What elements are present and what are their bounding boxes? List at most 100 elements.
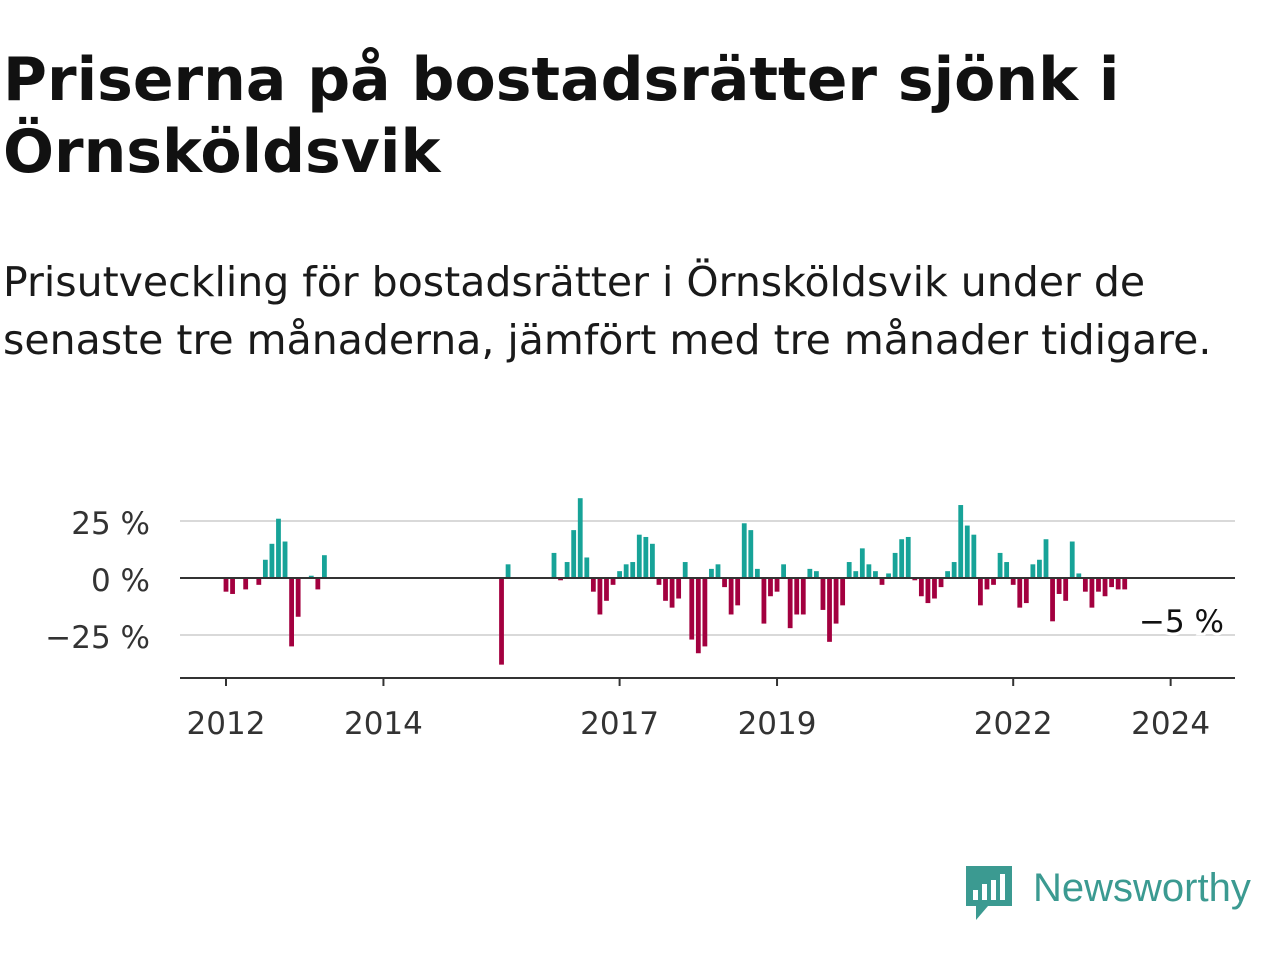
bar — [643, 536, 649, 578]
bar — [610, 578, 616, 585]
newsworthy-logo — [966, 866, 1012, 920]
bar — [223, 578, 229, 592]
bar — [1122, 578, 1128, 590]
bar — [932, 578, 937, 599]
x-tick-label: 2019 — [738, 706, 817, 742]
bar — [1102, 578, 1108, 597]
bar — [1023, 578, 1029, 604]
bar — [597, 578, 603, 615]
bar — [571, 530, 577, 578]
bar — [787, 578, 793, 629]
bar — [256, 578, 262, 585]
y-tick-label: 25 % — [71, 506, 150, 542]
brand-name: Newsworthy — [1033, 866, 1251, 910]
bar — [774, 578, 780, 592]
bar — [262, 559, 268, 578]
bar — [1063, 578, 1069, 601]
bar — [617, 571, 622, 578]
bar — [1115, 578, 1121, 590]
bar — [827, 578, 832, 642]
bar — [230, 578, 235, 594]
bar — [1069, 541, 1075, 578]
bar — [1056, 578, 1062, 594]
gridlines — [180, 520, 1235, 636]
bar — [800, 578, 806, 615]
bar — [295, 578, 301, 617]
bar — [748, 530, 754, 578]
bar — [243, 578, 249, 590]
bar — [820, 578, 826, 610]
x-tick-label: 2022 — [974, 706, 1053, 742]
bar — [1010, 578, 1016, 585]
bar — [499, 578, 504, 665]
bar — [814, 571, 819, 578]
bar — [754, 568, 760, 578]
page-subtitle: Prisutveckling för bostadsrätter i Örnsk… — [3, 258, 1212, 364]
bar — [1109, 578, 1114, 588]
bar — [958, 505, 964, 578]
bar — [978, 578, 983, 606]
bar — [951, 562, 957, 578]
bar — [1043, 539, 1049, 578]
bar — [761, 578, 767, 624]
bar — [590, 578, 596, 592]
bar — [807, 568, 813, 578]
bar — [584, 557, 590, 578]
bar — [735, 578, 741, 606]
bar — [918, 578, 924, 597]
x-tick-label: 2014 — [344, 706, 423, 742]
bar — [1076, 573, 1082, 578]
bar — [938, 578, 944, 588]
bar — [728, 578, 734, 615]
bar — [505, 564, 511, 578]
bar — [636, 534, 642, 578]
last-value-label: −5 % — [1139, 604, 1224, 640]
bar — [308, 575, 314, 578]
bar — [879, 578, 885, 585]
bar — [682, 562, 688, 578]
bar — [1050, 578, 1055, 622]
bar — [997, 552, 1003, 578]
bar — [322, 555, 327, 578]
bar — [709, 568, 714, 578]
bar — [623, 564, 629, 578]
bar — [741, 523, 747, 578]
bar — [656, 578, 662, 585]
bar — [630, 562, 636, 578]
bar — [1004, 562, 1010, 578]
bar — [1096, 578, 1101, 592]
bar — [991, 578, 996, 585]
bar — [846, 562, 852, 578]
bar-chart-speech-bubble-icon — [966, 866, 1012, 920]
bar — [1037, 559, 1042, 578]
bar — [873, 571, 878, 578]
bar — [689, 578, 695, 640]
bar — [964, 525, 970, 578]
bar — [289, 578, 294, 647]
bar — [1017, 578, 1023, 608]
page-title: Priserna på bostadsrätter sjönk i Örnskö… — [3, 45, 1120, 187]
bar — [282, 541, 288, 578]
bar — [892, 552, 898, 578]
bar — [604, 578, 609, 601]
x-tick-label: 2012 — [187, 706, 266, 742]
bar — [912, 578, 918, 581]
bar — [269, 543, 275, 578]
bar — [853, 571, 859, 578]
bar — [794, 578, 800, 615]
bar — [971, 534, 977, 578]
x-tick-label: 2017 — [580, 706, 659, 742]
bar — [781, 564, 786, 578]
bar — [859, 548, 865, 578]
bar — [925, 578, 931, 604]
bar — [577, 498, 583, 578]
bar-chart: 25 % 0 % −25 % 2012 2014 2017 2019 2022 2024 −5 % — [45, 498, 1235, 742]
bar — [886, 573, 891, 578]
bar — [984, 578, 990, 590]
x-tick-label: 2024 — [1131, 706, 1210, 742]
bar — [840, 578, 846, 606]
bar — [315, 578, 321, 590]
bar — [833, 578, 839, 624]
bar — [663, 578, 668, 601]
bar — [669, 578, 675, 608]
